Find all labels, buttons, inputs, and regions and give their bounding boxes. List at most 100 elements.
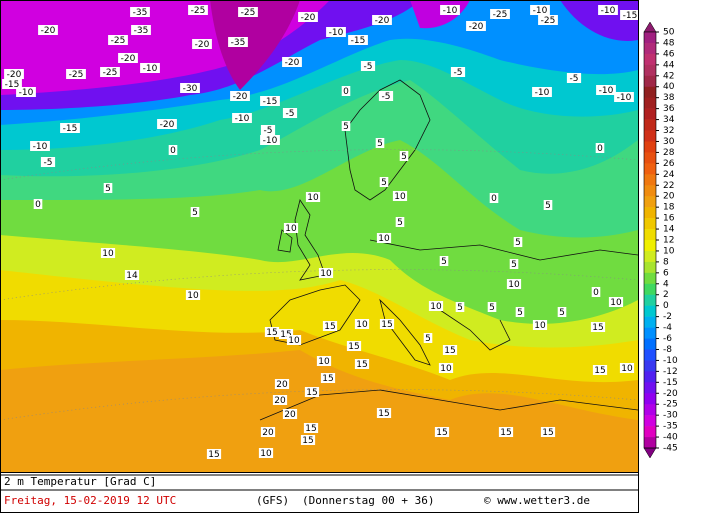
contour-label-box — [372, 15, 392, 25]
contour-label: 0 — [491, 194, 497, 204]
scale-label: 42 — [663, 71, 674, 81]
contour-label: -20 — [7, 70, 22, 80]
contour-label-box — [274, 379, 290, 389]
contour-label: 0 — [35, 200, 41, 210]
contour-label: -25 — [541, 16, 556, 26]
contour-label: 10 — [102, 249, 114, 259]
contour-label: -10 — [329, 28, 344, 38]
scale-label: -4 — [663, 323, 672, 333]
contour-label-box — [439, 256, 449, 266]
scale-band — [644, 218, 656, 230]
contour-label-box — [360, 61, 376, 71]
contour-label-box — [440, 5, 460, 15]
scale-label: 34 — [663, 115, 675, 125]
contour-label-box — [278, 329, 294, 339]
contour-label: -5 — [454, 68, 463, 78]
contour-label-box — [595, 143, 605, 153]
contour-label: 15 — [356, 360, 367, 370]
contour-label: 5 — [343, 122, 349, 132]
contour-label-box — [538, 15, 558, 25]
scale-band — [644, 327, 656, 339]
contour-label: -25 — [69, 70, 84, 80]
contour-label: 5 — [515, 238, 521, 248]
scale-label: -30 — [663, 411, 678, 421]
scale-band — [644, 426, 656, 438]
contour-label: 15 — [324, 322, 335, 332]
contour-label-box — [238, 7, 258, 17]
contour-label-box — [590, 322, 606, 332]
contour-label: 10 — [430, 302, 442, 312]
contour-label: 15 — [378, 409, 389, 419]
contour-label: 15 — [594, 366, 605, 376]
contour-label: -25 — [103, 68, 118, 78]
scale-label: 22 — [663, 181, 674, 191]
contour-label: -20 — [233, 92, 248, 102]
contour-label-box — [489, 193, 499, 203]
scale-band — [644, 229, 656, 241]
contour-label: 10 — [610, 298, 622, 308]
contour-label-box — [33, 199, 43, 209]
scale-band — [644, 316, 656, 328]
contour-label-box — [260, 135, 280, 145]
contour-label-box — [506, 279, 522, 289]
contour-label: -10 — [617, 93, 632, 103]
contour-label-box — [354, 319, 370, 329]
scale-label: 16 — [663, 214, 675, 224]
contour-label-box — [232, 113, 252, 123]
contour-label-box — [591, 287, 601, 297]
contour-label: -35 — [231, 38, 246, 48]
contour-label: -10 — [599, 86, 614, 96]
contour-label-box — [530, 5, 550, 15]
contour-label: 5 — [489, 303, 495, 313]
contour-label-box — [168, 145, 178, 155]
contour-label: -10 — [601, 6, 616, 16]
scale-band — [644, 294, 656, 306]
contour-label-box — [192, 39, 212, 49]
contour-label-box — [498, 427, 514, 437]
contour-label: 15 — [208, 450, 219, 460]
contour-label: -30 — [183, 84, 198, 94]
contour-label-box — [258, 448, 274, 458]
contour-label-box — [620, 10, 640, 20]
contour-label: -25 — [191, 6, 206, 16]
contour-label-box — [515, 307, 525, 317]
color-scale: 5048464442403836343230282624222018161412… — [643, 21, 678, 459]
contour-label: 10 — [288, 336, 300, 346]
contour-label-box — [376, 233, 392, 243]
contour-label-box — [228, 37, 248, 47]
scale-band — [644, 152, 656, 164]
contour-label: -15 — [351, 36, 366, 46]
contour-label-box — [608, 297, 624, 307]
scale-band — [644, 338, 656, 350]
contour-label-box — [318, 268, 334, 278]
scale-band — [644, 393, 656, 405]
scale-label: 50 — [663, 28, 675, 38]
contour-label-box — [157, 119, 177, 129]
scale-band — [644, 382, 656, 394]
contour-label: 10 — [440, 364, 452, 374]
scale-label: 2 — [663, 290, 669, 300]
contour-label: 10 — [307, 193, 319, 203]
contour-label: -10 — [235, 114, 250, 124]
contour-label-box — [130, 7, 150, 17]
contour-label-box — [140, 63, 160, 73]
scale-label: 10 — [663, 246, 675, 256]
scale-band — [644, 272, 656, 285]
contour-label: -10 — [535, 88, 550, 98]
scale-band — [644, 141, 656, 153]
contour-label-box — [303, 423, 319, 433]
contour-label-box — [131, 25, 151, 35]
variable-label: 2 m Temperatur [Grad C] — [4, 475, 156, 488]
contour-label: 14 — [126, 271, 138, 281]
contour-label-box — [619, 363, 635, 373]
contour-label: 5 — [401, 152, 407, 162]
contour-label-box — [378, 91, 394, 101]
contour-label: -20 — [301, 13, 316, 23]
scale-band — [644, 32, 656, 44]
contour-label: 15 — [306, 388, 317, 398]
contour-label: 5 — [105, 184, 111, 194]
contour-label-box — [320, 373, 336, 383]
contour-label-box — [118, 53, 138, 63]
contour-label-box — [260, 96, 280, 106]
